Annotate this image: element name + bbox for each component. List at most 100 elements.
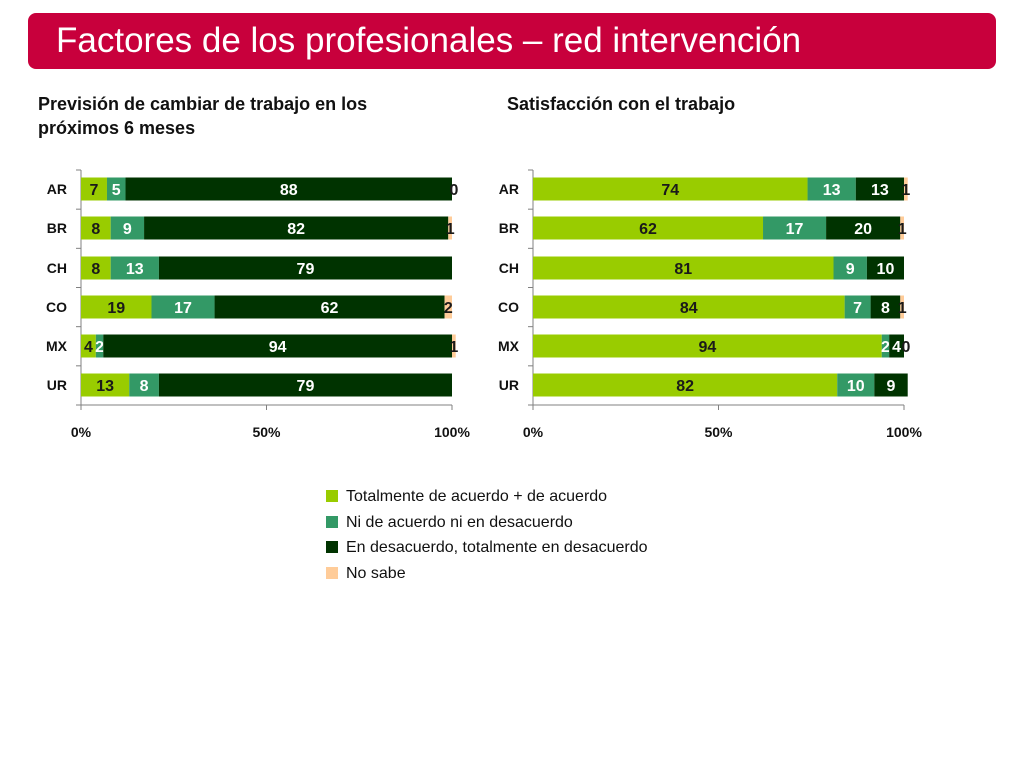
chart-right-data-label: 20: [854, 221, 872, 238]
chart-left-bar-segment: [125, 177, 453, 201]
chart-left-x-tick-label: 100%: [434, 424, 470, 440]
chart-right-data-label: 1: [901, 182, 910, 199]
legend-swatch: [326, 566, 338, 579]
chart-right-category-label: CO: [498, 299, 519, 315]
chart-left-bar-segment: [151, 295, 215, 319]
chart-left-bar-segment: [110, 216, 145, 240]
chart-right-category-label: UR: [499, 377, 519, 393]
chart-left-category-label: AR: [47, 181, 67, 197]
chart-left-data-label: 0: [450, 182, 459, 199]
chart-left-bar-segment: [444, 295, 452, 319]
chart-left-data-label: 19: [107, 300, 125, 317]
chart-left-category-label: UR: [47, 377, 67, 393]
chart-right-data-label: 10: [847, 378, 865, 395]
chart-left-category-label: MX: [46, 338, 68, 354]
chart-left-data-label: 9: [123, 221, 132, 238]
title-bar: Factores de los profesionales – red inte…: [28, 13, 996, 69]
chart-right-x-tick-label: 100%: [886, 424, 922, 440]
chart-left-bar-segment: [81, 216, 111, 240]
chart-left-data-label: 62: [321, 300, 339, 317]
chart-left-data-label: 2: [444, 300, 453, 317]
chart-left-data-label: 1: [449, 339, 458, 356]
chart-right-bar-segment: [763, 216, 827, 240]
chart-left-x-tick-label: 50%: [252, 424, 281, 440]
chart-right-data-label: 1: [898, 300, 907, 317]
chart-right-data-label: 13: [871, 182, 889, 199]
chart-right-data-label: 13: [823, 182, 841, 199]
chart-left-bar-segment: [144, 216, 449, 240]
chart-right-bar-segment: [870, 295, 901, 319]
chart-left-data-label: 13: [126, 261, 144, 278]
chart-right-bar-segment: [881, 334, 890, 358]
chart-right-data-label: 94: [698, 339, 716, 356]
chart-right-bar-segment: [900, 216, 904, 240]
legend-label: En desacuerdo, totalmente en desacuerdo: [346, 539, 648, 556]
chart-left-data-label: 88: [280, 182, 298, 199]
page-title: Factores de los profesionales – red inte…: [56, 21, 802, 60]
chart-left-category-label: BR: [47, 220, 67, 236]
chart-right-data-label: 62: [639, 221, 657, 238]
chart-left-data-label: 7: [90, 182, 99, 199]
legend-swatch: [326, 515, 338, 528]
chart-left-data-label: 13: [96, 378, 114, 395]
chart-left-bar-segment: [81, 334, 96, 358]
chart-right-x-tick-label: 0%: [523, 424, 544, 440]
chart-right-bar-segment: [533, 256, 834, 280]
chart-left-x-tick-label: 0%: [71, 424, 92, 440]
chart-left-data-label: 5: [112, 182, 121, 199]
chart-right-bar-segment: [833, 256, 867, 280]
legend-label: Totalmente de acuerdo + de acuerdo: [346, 488, 608, 505]
chart-left-bar-segment: [452, 334, 456, 358]
chart-right-data-label: 7: [853, 300, 862, 317]
chart-left-bar-segment: [81, 373, 130, 397]
chart-right-data-label: 81: [674, 261, 692, 278]
chart-left-category-label: CH: [47, 260, 67, 276]
chart-left-bar-segment: [81, 256, 111, 280]
chart-left-data-label: 1: [446, 221, 455, 238]
chart-right-category-label: BR: [499, 220, 519, 236]
chart-right-data-label: 0: [902, 339, 911, 356]
chart-left-bar-segment: [158, 373, 452, 397]
chart-right-x-tick-label: 50%: [704, 424, 733, 440]
chart-right-bar-segment: [837, 373, 875, 397]
chart-right-bar-segment: [533, 216, 764, 240]
chart-left-bar-segment: [110, 256, 159, 280]
legend-label: No sabe: [346, 564, 406, 582]
chart-right-bar-segment: [866, 256, 904, 280]
chart-right-bar-segment: [533, 373, 838, 397]
chart-left-data-label: 4: [84, 339, 93, 356]
chart-left-bar-segment: [448, 216, 452, 240]
chart-left-bar-segment: [214, 295, 445, 319]
chart-left-data-label: 79: [297, 378, 315, 395]
chart-right-data-label: 84: [680, 300, 698, 317]
chart-right-data-label: 9: [887, 378, 896, 395]
chart-left-bar-segment: [129, 373, 159, 397]
chart-left-category-label: CO: [46, 299, 67, 315]
chart-right-bar-segment: [826, 216, 901, 240]
chart-left-data-label: 94: [269, 339, 287, 356]
chart-left-data-label: 2: [95, 339, 104, 356]
chart-left-bar-segment: [158, 256, 452, 280]
chart-right-data-label: 74: [661, 182, 679, 199]
chart-left-data-label: 8: [140, 378, 149, 395]
chart-left-data-label: 8: [91, 221, 100, 238]
chart-right-bar-segment: [900, 295, 904, 319]
chart-right-data-label: 2: [881, 339, 890, 356]
chart-left-data-label: 17: [174, 300, 192, 317]
legend-swatch: [326, 490, 338, 502]
legend-label: Ni de acuerdo ni en desacuerdo: [346, 513, 573, 531]
chart-left-bar-segment: [106, 177, 126, 201]
chart-right-bar-segment: [533, 295, 845, 319]
chart-right-bar-segment: [807, 177, 856, 201]
chart-left-bar-segment: [95, 334, 104, 358]
chart-right-bar-segment: [874, 373, 908, 397]
chart-left-data-label: 79: [297, 261, 315, 278]
chart-right-data-label: 17: [786, 221, 804, 238]
chart-right-data-label: 4: [892, 339, 901, 356]
chart-right-category-label: AR: [499, 181, 519, 197]
chart-left-bar-segment: [81, 177, 107, 201]
chart-right-bar-segment: [844, 295, 871, 319]
chart-right-bar-segment: [889, 334, 904, 358]
chart-right-data-label: 1: [898, 221, 907, 238]
